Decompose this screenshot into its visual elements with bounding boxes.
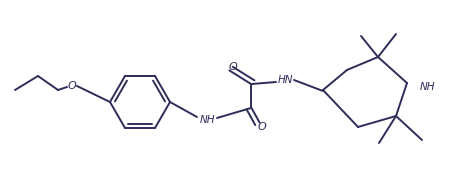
Text: O: O <box>67 81 76 91</box>
Text: NH: NH <box>420 82 436 92</box>
Text: NH: NH <box>199 115 215 125</box>
Text: O: O <box>258 122 267 132</box>
Text: HN: HN <box>277 75 293 85</box>
Text: O: O <box>229 62 237 72</box>
